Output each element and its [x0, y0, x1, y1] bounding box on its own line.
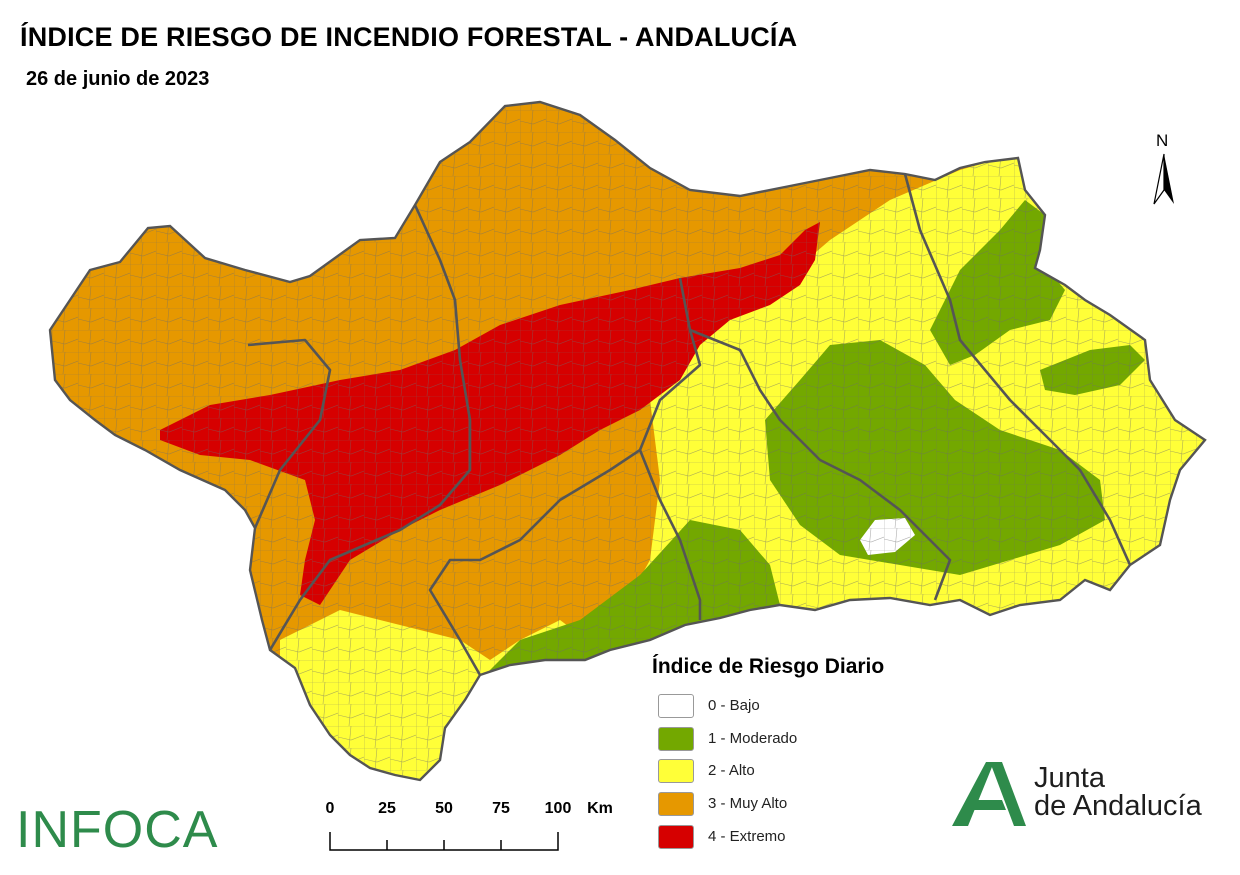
junta-logo-subtext: de Andalucía	[1034, 790, 1202, 822]
junta-andalucia-logo-icon	[952, 762, 1026, 826]
map-title: ÍNDICE DE RIESGO DE INCENDIO FORESTAL - …	[20, 22, 798, 52]
legend-swatch	[658, 759, 694, 783]
legend-label: 1 - Moderado	[708, 730, 798, 747]
scale-unit: Km	[587, 800, 613, 817]
legend-swatch	[658, 727, 694, 751]
legend-label: 0 - Bajo	[708, 697, 760, 714]
risk-zones	[50, 102, 1205, 780]
legend-label: 4 - Extremo	[708, 828, 786, 845]
legend-swatch	[658, 792, 694, 816]
scale-tick-label: 25	[378, 800, 396, 817]
province-boundaries	[247, 173, 1132, 676]
scale-tick-label: 50	[435, 800, 453, 817]
infoca-logo: INFOCA	[16, 801, 219, 859]
municipality-boundaries	[50, 102, 1205, 780]
legend-swatch	[658, 825, 694, 849]
scale-tick-label: 75	[492, 800, 510, 817]
junta-logo-text: Junta	[1034, 762, 1105, 794]
legend-title: Índice de Riesgo Diario	[652, 655, 885, 678]
scale-tick-label: 100	[544, 800, 572, 817]
scale-bar: 0 25 50 75 100 Km	[318, 800, 628, 860]
scale-tick-label: 0	[325, 800, 335, 817]
scale-bar-line	[329, 832, 559, 851]
map-date: 26 de junio de 2023	[26, 68, 210, 90]
legend-swatch	[658, 694, 694, 718]
north-label: N	[1156, 131, 1169, 150]
north-arrow-icon	[1153, 153, 1174, 205]
legend-label: 2 - Alto	[708, 762, 755, 779]
legend-label: 3 - Muy Alto	[708, 795, 788, 812]
